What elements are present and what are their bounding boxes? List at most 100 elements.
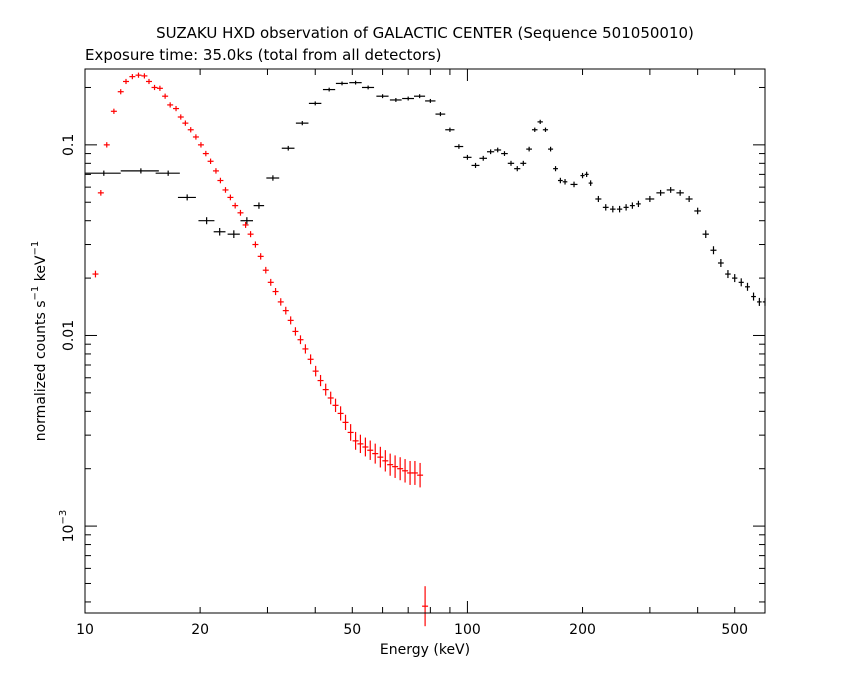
data-point bbox=[738, 278, 744, 287]
data-point bbox=[145, 78, 152, 85]
data-point bbox=[197, 142, 204, 148]
data-point bbox=[182, 120, 189, 126]
data-point bbox=[120, 168, 159, 174]
data-point bbox=[588, 180, 593, 186]
data-point bbox=[629, 202, 635, 209]
y-axis-label-text-2: keV bbox=[33, 255, 49, 286]
data-point bbox=[247, 231, 254, 238]
data-point bbox=[479, 155, 487, 161]
data-point bbox=[745, 282, 750, 291]
data-point bbox=[757, 297, 762, 306]
data-point bbox=[562, 179, 568, 185]
data-point bbox=[177, 114, 184, 120]
data-point bbox=[361, 85, 375, 90]
data-point bbox=[710, 246, 717, 255]
data-point bbox=[103, 142, 110, 148]
data-point bbox=[725, 270, 731, 279]
data-point bbox=[376, 94, 389, 99]
data-point bbox=[253, 202, 265, 209]
data-point bbox=[357, 434, 364, 454]
y-tick-label: 0.01 bbox=[61, 320, 77, 351]
data-point bbox=[237, 209, 244, 216]
data-point bbox=[240, 217, 254, 225]
data-point bbox=[717, 258, 724, 267]
data-point bbox=[187, 127, 194, 133]
data-point bbox=[422, 586, 429, 627]
data-point bbox=[295, 121, 309, 126]
series-0 bbox=[85, 80, 766, 306]
data-point bbox=[222, 187, 229, 193]
data-point bbox=[548, 146, 554, 152]
data-point bbox=[212, 168, 219, 174]
x-tick-label: 500 bbox=[721, 622, 748, 638]
data-point bbox=[676, 189, 684, 196]
data-point bbox=[317, 374, 324, 387]
data-point bbox=[337, 406, 344, 421]
data-point bbox=[553, 166, 558, 172]
data-point bbox=[595, 195, 602, 203]
data-point bbox=[531, 127, 538, 132]
y-tick-label-base: 10 bbox=[61, 525, 77, 543]
data-point bbox=[445, 127, 455, 132]
data-point bbox=[207, 158, 214, 165]
data-point bbox=[297, 335, 304, 345]
data-point bbox=[454, 144, 464, 149]
chart-subtitle: Exposure time: 35.0ks (total from all de… bbox=[85, 46, 441, 64]
data-point bbox=[616, 205, 623, 213]
data-point bbox=[122, 78, 129, 85]
data-point bbox=[141, 73, 148, 79]
data-point bbox=[570, 181, 578, 188]
data-point bbox=[387, 453, 394, 476]
data-point bbox=[252, 241, 259, 248]
chart-title: SUZAKU HXD observation of GALACTIC CENTE… bbox=[156, 24, 694, 42]
data-point bbox=[97, 190, 104, 196]
data-point bbox=[322, 383, 329, 396]
data-point bbox=[156, 85, 163, 91]
x-tick-label: 10 bbox=[76, 622, 94, 638]
data-point bbox=[177, 194, 196, 201]
data-point bbox=[110, 108, 117, 114]
data-point bbox=[751, 292, 756, 301]
data-point bbox=[557, 177, 563, 184]
data-point bbox=[537, 119, 543, 124]
data-point bbox=[202, 150, 209, 157]
data-point bbox=[85, 170, 121, 176]
data-point bbox=[257, 253, 264, 260]
data-point bbox=[610, 205, 616, 213]
data-point bbox=[397, 457, 404, 481]
data-point bbox=[414, 94, 426, 99]
data-point bbox=[402, 459, 409, 483]
x-tick-label: 100 bbox=[454, 622, 481, 638]
series-1 bbox=[92, 72, 429, 627]
x-axis-label: Energy (keV) bbox=[380, 642, 470, 658]
data-point bbox=[392, 455, 399, 478]
data-point bbox=[332, 398, 339, 413]
data-point bbox=[129, 74, 136, 80]
data-point bbox=[666, 187, 675, 193]
y-tick-label: 10−3 bbox=[58, 510, 77, 543]
plot-frame bbox=[84, 68, 766, 614]
data-point bbox=[281, 145, 295, 151]
data-point bbox=[307, 354, 314, 365]
data-point bbox=[685, 195, 693, 203]
y-axis-label-text-1: normalized counts s bbox=[33, 300, 49, 441]
data-point bbox=[227, 194, 234, 201]
data-point bbox=[694, 207, 701, 215]
data-point bbox=[322, 87, 336, 92]
data-point bbox=[347, 424, 354, 441]
y-axis-label: normalized counts s−1 keV−1 bbox=[30, 241, 49, 442]
data-point bbox=[292, 327, 299, 336]
data-point bbox=[372, 443, 379, 464]
data-point bbox=[382, 450, 389, 472]
y-tick-label: 0.1 bbox=[61, 134, 77, 156]
data-point bbox=[327, 391, 334, 405]
data-point bbox=[162, 93, 169, 99]
y-axis-label-exp-2: −1 bbox=[30, 241, 41, 256]
x-tick-label: 20 bbox=[191, 622, 209, 638]
data-point bbox=[411, 460, 418, 485]
data-point bbox=[507, 160, 515, 166]
data-point bbox=[117, 89, 124, 95]
y-tick-label-exp: −3 bbox=[58, 510, 69, 525]
data-point bbox=[342, 414, 349, 431]
data-point bbox=[92, 270, 99, 278]
